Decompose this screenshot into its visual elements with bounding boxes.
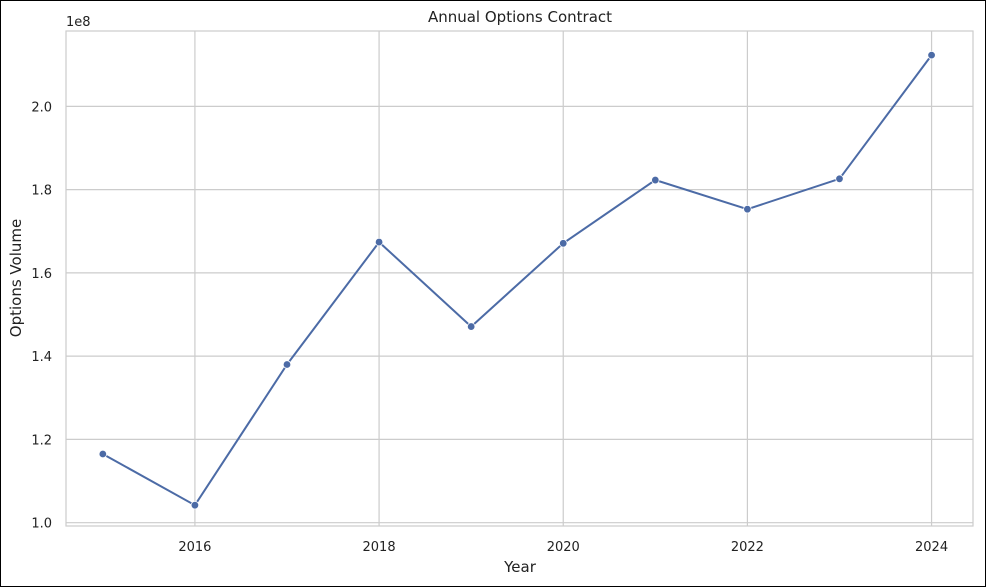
y-tick-label: 1.6 [31,267,52,282]
data-point [98,449,108,459]
data-point [927,50,936,60]
series [98,50,936,510]
series-line [102,54,933,507]
y-axis-label: Options Volume [7,219,25,337]
x-tick-label: 2018 [363,540,396,555]
x-tick-label: 2024 [915,540,948,555]
data-point [282,360,292,369]
data-point [835,174,844,183]
y-offset-label: 1e8 [66,15,91,30]
x-tick-label: 2022 [731,540,764,555]
chart-title: Annual Options Contract [428,8,612,26]
data-point [190,500,200,510]
plot-border [65,30,974,527]
y-tick-label: 1.2 [31,433,52,448]
data-point [559,239,568,248]
y-ticks: 1.0 1.2 1.4 1.6 1.8 2.0 [31,100,52,531]
data-point [743,204,752,214]
grid [66,31,973,526]
x-tick-label: 2016 [178,540,211,555]
x-axis-label: Year [503,558,537,576]
data-point [466,322,476,331]
y-tick-label: 1.0 [31,517,52,532]
data-point [651,175,660,185]
y-tick-label: 1.8 [31,184,52,199]
x-tick-label: 2020 [547,540,580,555]
data-point [374,237,384,247]
y-tick-label: 2.0 [31,100,52,115]
y-tick-label: 1.4 [31,350,52,365]
x-ticks: 2016 2018 2020 2022 2024 [178,540,948,555]
